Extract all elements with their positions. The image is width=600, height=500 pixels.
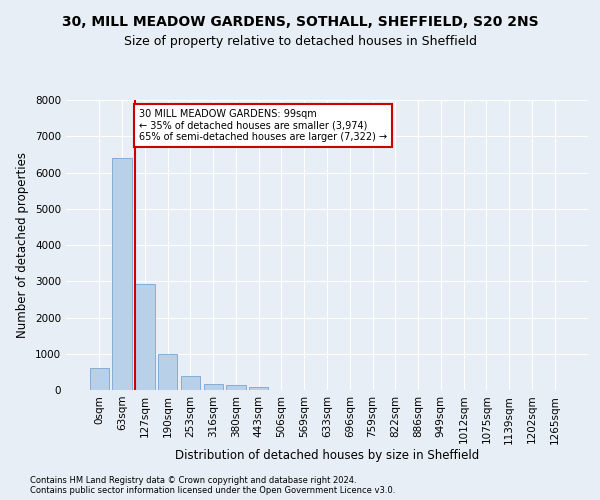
Bar [249,386,268,390]
X-axis label: Distribution of detached houses by size in Sheffield: Distribution of detached houses by size … [175,449,479,462]
Text: 30 MILL MEADOW GARDENS: 99sqm
← 35% of detached houses are smaller (3,974)
65% o: 30 MILL MEADOW GARDENS: 99sqm ← 35% of d… [139,109,388,142]
Text: 30, MILL MEADOW GARDENS, SOTHALL, SHEFFIELD, S20 2NS: 30, MILL MEADOW GARDENS, SOTHALL, SHEFFI… [62,15,538,29]
Bar [158,354,178,390]
Text: Contains HM Land Registry data © Crown copyright and database right 2024.
Contai: Contains HM Land Registry data © Crown c… [30,476,395,495]
Bar [90,368,109,390]
Y-axis label: Number of detached properties: Number of detached properties [16,152,29,338]
Bar [135,284,155,390]
Text: Size of property relative to detached houses in Sheffield: Size of property relative to detached ho… [124,35,476,48]
Bar [181,376,200,390]
Bar [112,158,132,390]
Bar [226,386,245,390]
Bar [203,384,223,390]
